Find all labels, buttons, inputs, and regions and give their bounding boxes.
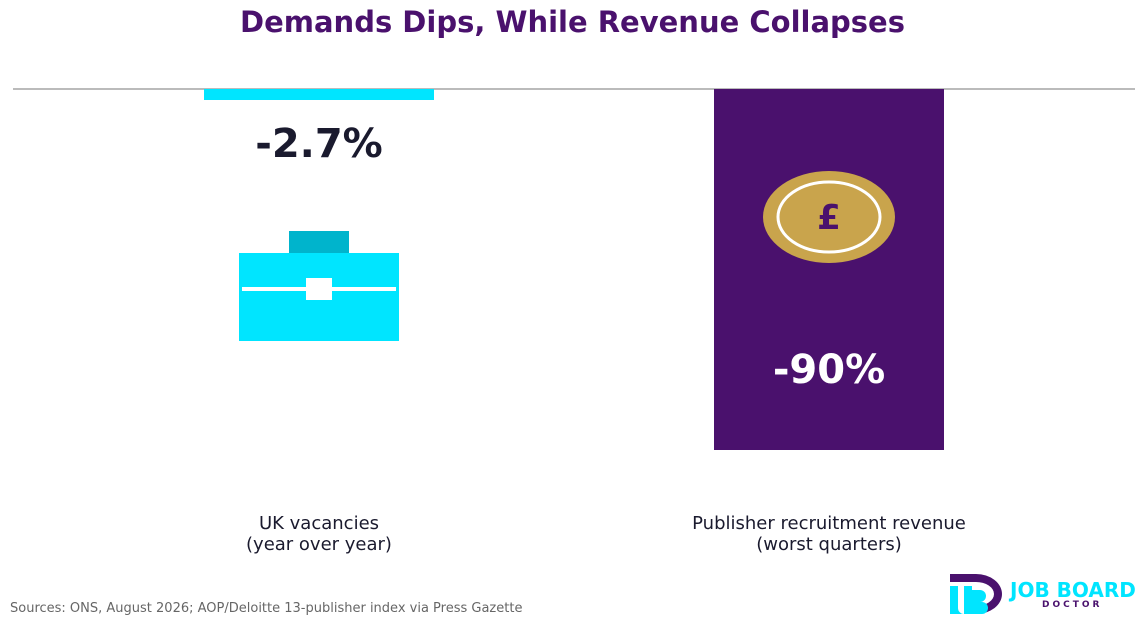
logo-subtitle: DOCTOR xyxy=(1042,600,1103,610)
job-board-doctor-logo: JOB BOARD DOCTOR xyxy=(946,570,1136,620)
category-label-line: (year over year) xyxy=(246,534,392,555)
bar-0 xyxy=(204,89,434,100)
briefcase-handle xyxy=(289,231,349,255)
category-label-line: (worst quarters) xyxy=(756,534,902,555)
category-label-line: UK vacancies xyxy=(258,513,380,534)
coin-ring xyxy=(776,180,882,254)
source-note: Sources: ONS, August 2026; AOP/Deloitte … xyxy=(10,601,523,616)
briefcase-clasp xyxy=(306,278,332,300)
value-label-publisher-revenue: -90% xyxy=(773,347,885,393)
bar-1 xyxy=(714,89,944,450)
chart-title: Demands Dips, While Revenue Collapses xyxy=(240,5,905,39)
logo-name: JOB BOARD xyxy=(1010,578,1136,602)
category-label-uk-vacancies: UK vacancies (year over year) xyxy=(109,513,529,555)
category-label-line: Publisher recruitment revenue xyxy=(692,513,966,534)
jb-logo-icon xyxy=(950,574,1002,614)
pound-symbol: £ xyxy=(817,198,841,238)
pound-coin-icon xyxy=(763,171,895,263)
category-label-publisher-revenue: Publisher recruitment revenue (worst quar… xyxy=(619,513,1039,555)
value-label-uk-vacancies: -2.7% xyxy=(255,121,383,167)
